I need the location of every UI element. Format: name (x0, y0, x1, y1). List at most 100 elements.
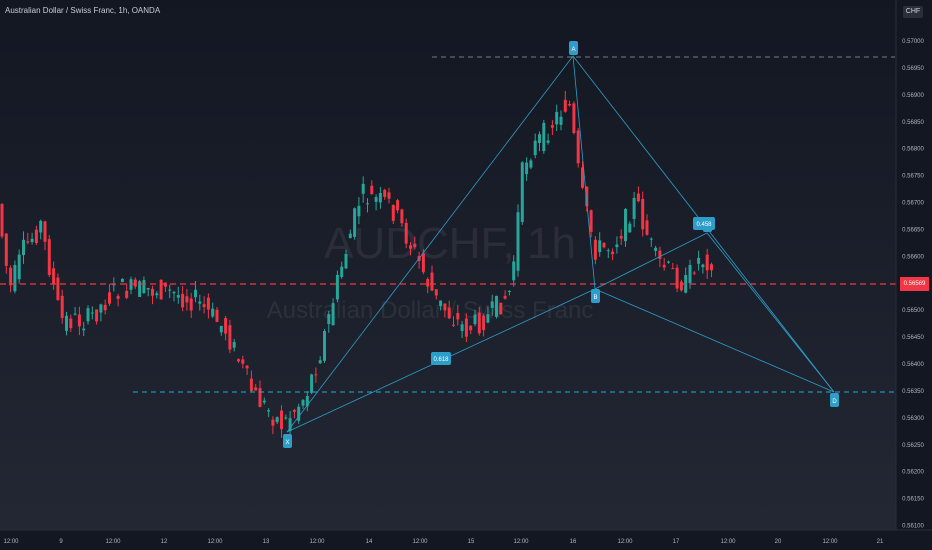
price-tick-label: 0.56950 (902, 66, 924, 72)
candle-body (327, 314, 331, 325)
candle-body (409, 245, 412, 249)
time-axis-labels: 12:00 9 12:00 12 12:00 13 12:00 14 12:00 15 12:00 1… (3, 539, 884, 545)
candle-body (426, 279, 430, 287)
candle-body (228, 325, 232, 350)
currency-button[interactable]: CHF (903, 6, 923, 18)
candle-body (503, 295, 507, 299)
candle-body (675, 267, 679, 289)
candle-body (585, 186, 589, 207)
time-axis[interactable]: 12:00 9 12:00 12 12:00 13 12:00 14 12:00 15 12:00 1… (0, 529, 932, 550)
candle-body (421, 253, 425, 273)
candle-body (198, 301, 202, 304)
candle-body (125, 290, 129, 298)
candle-body (4, 233, 8, 266)
symbol-title[interactable]: Australian Dollar / Swiss Franc, 1h, OAN… (5, 6, 161, 15)
time-tick-label: 12:00 (412, 539, 428, 545)
candle-body (581, 167, 584, 188)
time-tick-label: 12:00 (617, 539, 633, 545)
candle-body (667, 261, 670, 263)
point-d-label: D (832, 399, 837, 405)
candle-body (507, 291, 511, 293)
xabcd-pattern[interactable]: X A B C D 0.618 0.458 (283, 41, 839, 448)
candle-body (533, 140, 537, 156)
candle-body (43, 221, 47, 242)
ratio-b-badge-bg (431, 352, 451, 365)
point-d-marker[interactable]: D (830, 393, 839, 407)
candle-body (443, 303, 447, 311)
candle-body (292, 409, 296, 412)
candle-body (335, 274, 339, 300)
price-tick-label: 0.56150 (902, 497, 924, 503)
candle-body (589, 210, 593, 232)
pattern-leg-bd (594, 288, 835, 393)
time-tick-label: 16 (570, 539, 577, 545)
candle-body (456, 313, 460, 320)
time-tick-label: 12 (161, 539, 168, 545)
candle-body (636, 193, 640, 202)
point-a-marker[interactable]: A (569, 41, 578, 55)
candle-body (568, 104, 572, 106)
candle-body (378, 193, 382, 203)
candle-body (267, 410, 271, 412)
candle-body (314, 374, 318, 376)
candle-body (185, 296, 189, 303)
candle-body (516, 212, 520, 271)
candle-body (705, 254, 709, 271)
candle-body (120, 278, 124, 283)
candle-body (391, 205, 395, 221)
watermark-ticker: AUDCHF, 1h (324, 219, 576, 268)
ratio-b-badge[interactable]: 0.618 (431, 352, 451, 365)
candle-body (632, 197, 636, 219)
candle-body (271, 419, 275, 426)
candle-body (400, 209, 404, 224)
price-axis-labels: 0.57000 0.56950 0.56900 0.56850 0.56800 0.567… (902, 39, 924, 530)
candle-body (56, 277, 60, 301)
candle-body (434, 289, 438, 296)
candle-body (593, 239, 597, 260)
time-tick-label: 12:00 (822, 539, 838, 545)
time-tick-label: 15 (468, 539, 475, 545)
candle-body (615, 244, 619, 248)
candle-body (22, 239, 25, 256)
point-b-label: B (593, 295, 597, 301)
candle-body (82, 328, 86, 331)
candle-body (512, 261, 516, 281)
candle-body (241, 359, 245, 364)
candle-body (194, 289, 197, 298)
point-x-marker[interactable]: X (283, 434, 292, 448)
candle-body (133, 279, 137, 287)
candle-body (357, 205, 361, 217)
price-axis[interactable]: 0.57000 0.56950 0.56900 0.56850 0.56800 0.567… (895, 0, 932, 530)
candle-body (598, 240, 602, 252)
candle-body (288, 418, 292, 432)
candle-body (52, 268, 56, 284)
candle-body (108, 292, 111, 304)
price-tick-label: 0.56500 (902, 308, 924, 314)
time-tick-label: 12:00 (105, 539, 121, 545)
candle-body (645, 220, 649, 235)
candle-body (99, 304, 103, 313)
candle-body (559, 116, 563, 125)
candle-body (219, 325, 223, 333)
candle-body (353, 208, 357, 237)
point-b-marker[interactable]: B (591, 289, 600, 303)
candle-body (258, 388, 262, 408)
candle-body (323, 331, 326, 361)
point-d-badge (830, 393, 839, 407)
candle-body (697, 257, 701, 264)
candle-body (17, 254, 21, 280)
ratio-c-badge[interactable]: 0.458 (693, 217, 715, 230)
candle-body (172, 291, 176, 294)
time-tick-label: 20 (775, 539, 782, 545)
candle-body (159, 279, 163, 300)
candle-body (602, 242, 606, 248)
watermark: AUDCHF, 1h Australian Dollar / Swiss Fra… (267, 219, 594, 324)
time-tick-label: 12:00 (513, 539, 529, 545)
price-tick-label: 0.56750 (902, 174, 924, 180)
candle-body (305, 396, 309, 407)
candle-body (396, 200, 400, 211)
candle-body (430, 272, 434, 291)
candle-body (490, 301, 494, 308)
candle-body (69, 318, 73, 329)
